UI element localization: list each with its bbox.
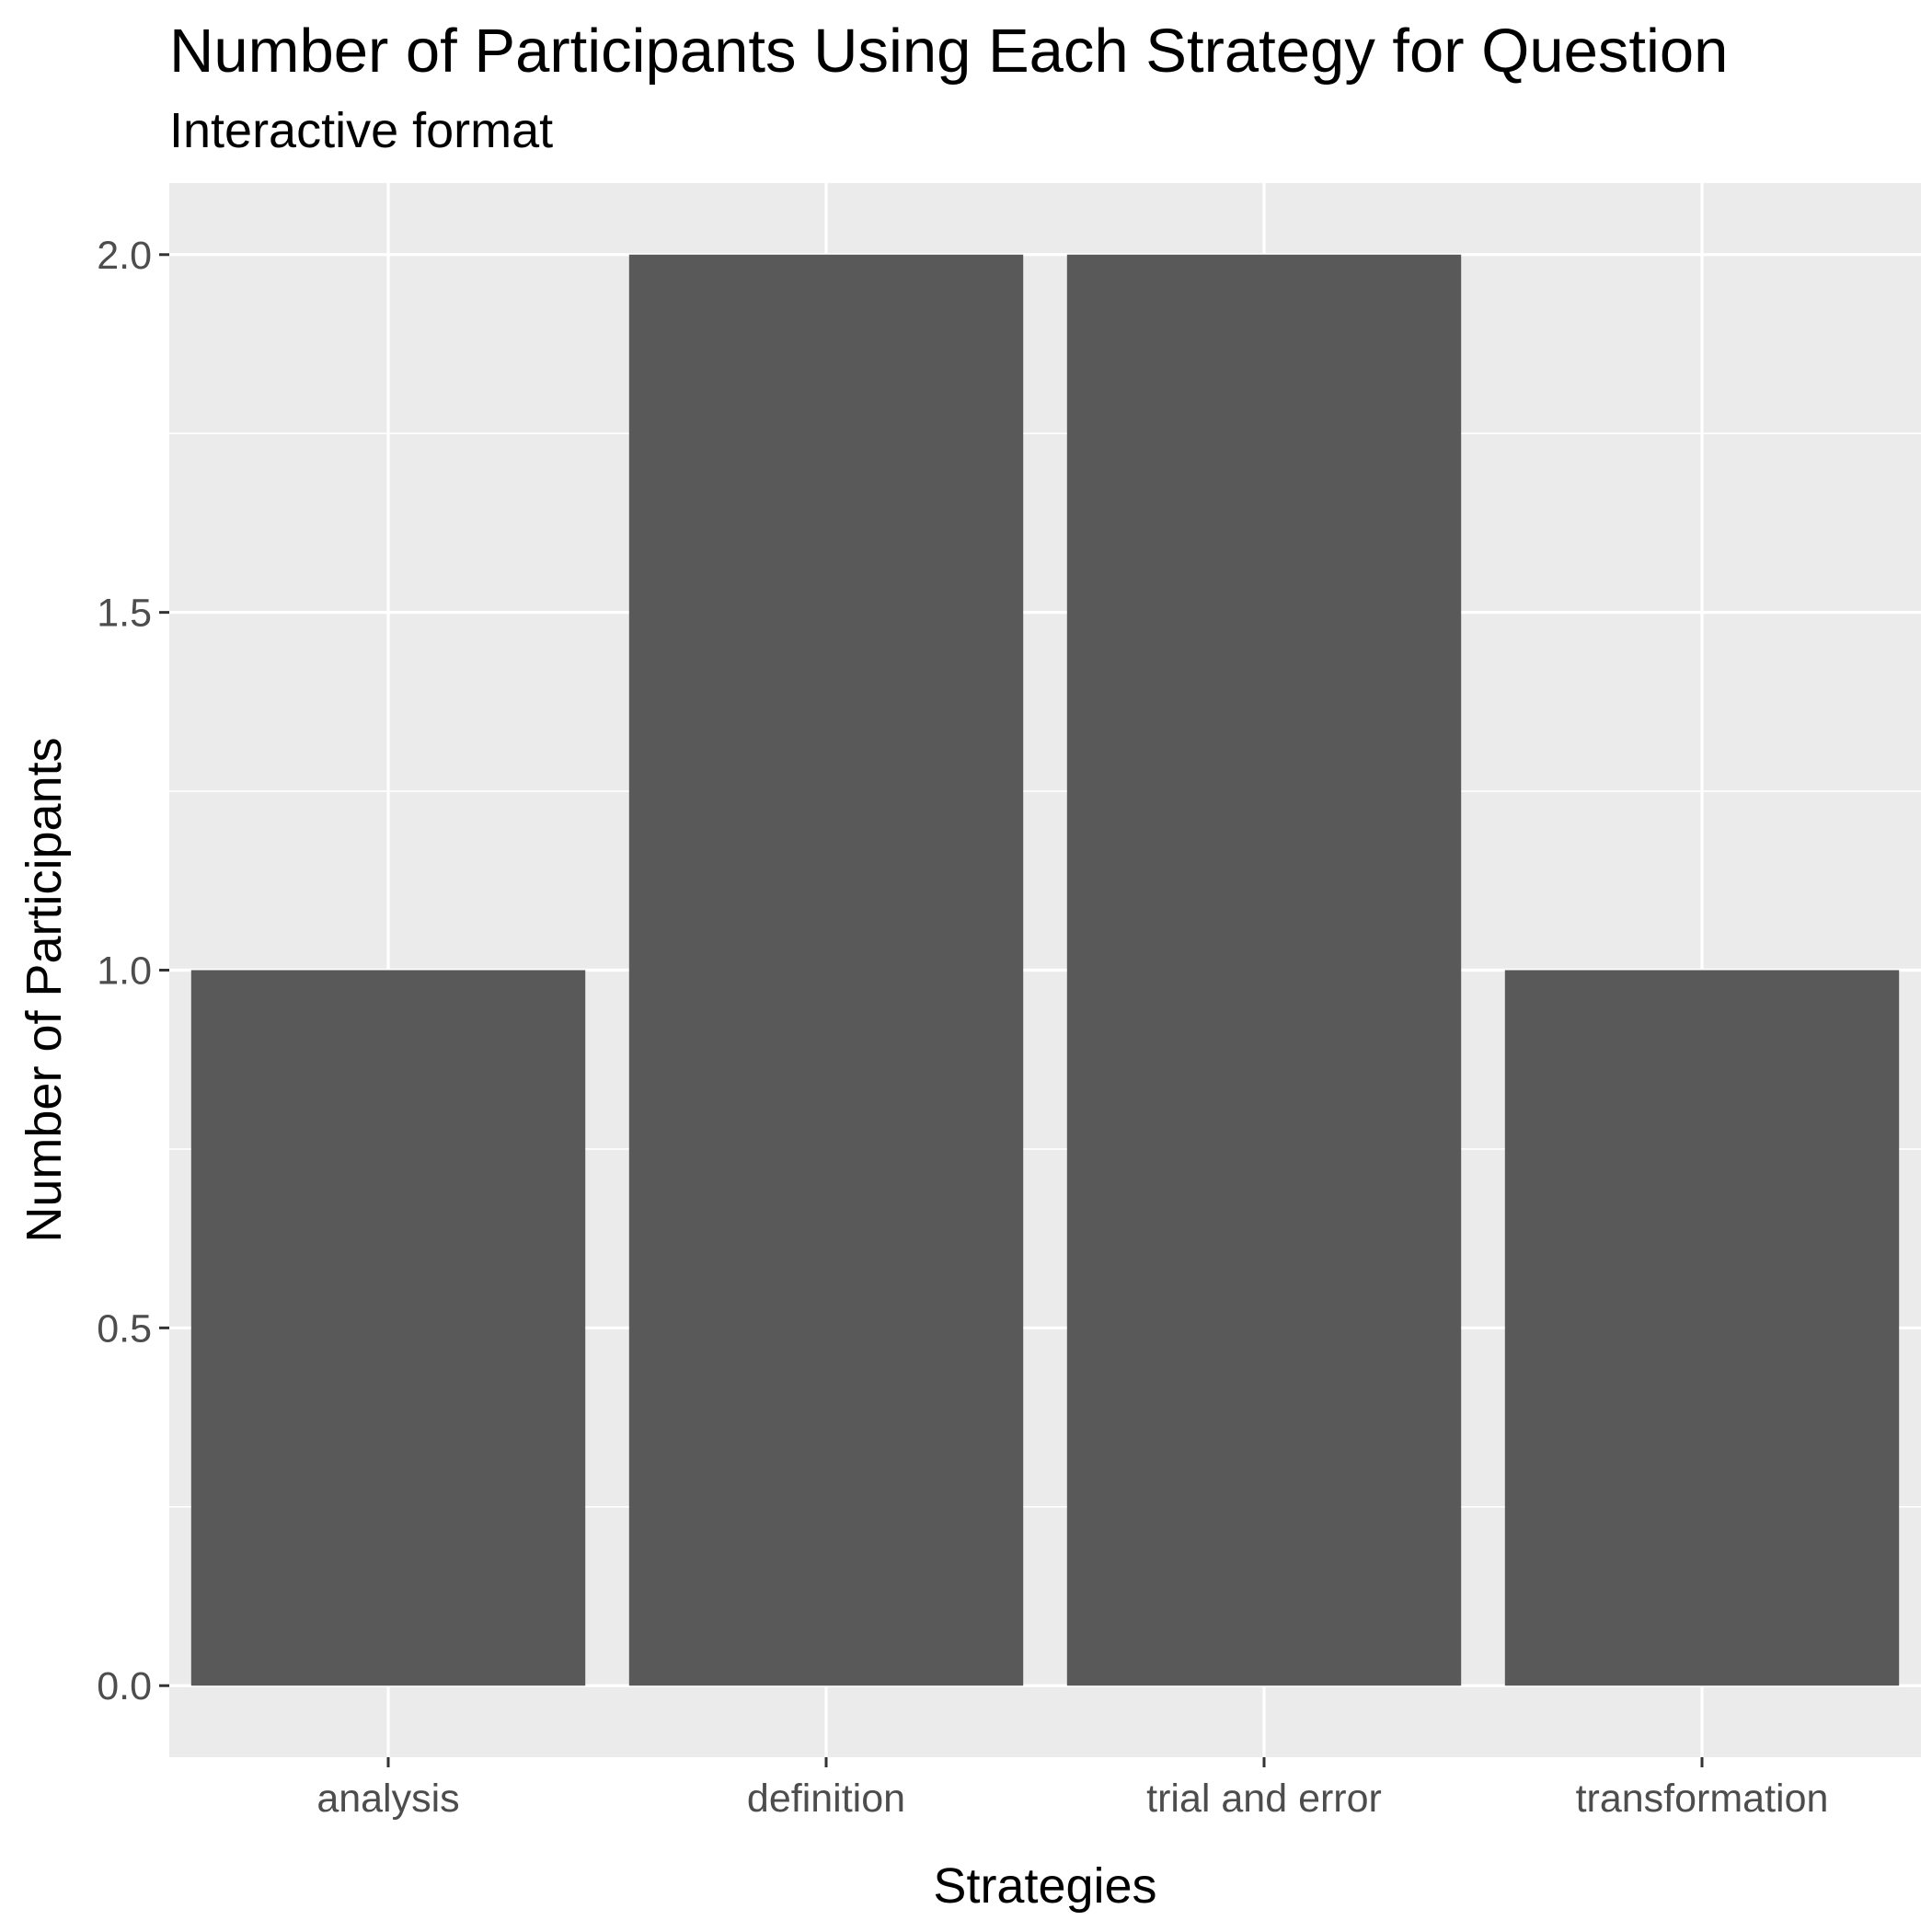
bar-trial-and-error	[1066, 254, 1462, 1686]
bar-definition	[628, 254, 1024, 1686]
y-tick-label: 2.0	[97, 234, 152, 278]
y-axis: 0.0 0.5 1.0 1.5 2.0	[97, 234, 169, 1708]
y-tick-label: 0.0	[97, 1664, 152, 1708]
bar-analysis	[190, 970, 586, 1686]
x-axis-title: Strategies	[933, 1858, 1156, 1914]
x-tick-label: trial and error	[1146, 1777, 1382, 1821]
y-tick-label: 1.5	[97, 592, 152, 636]
chart-title: Number of Participants Using Each Strate…	[169, 17, 1728, 86]
y-tick-label: 0.5	[97, 1306, 152, 1351]
x-tick-label: analysis	[316, 1777, 459, 1821]
bars	[190, 254, 1900, 1686]
chart-subtitle: Interactive format	[169, 103, 553, 158]
y-axis-title: Number of Participants	[17, 737, 72, 1242]
y-tick-label: 1.0	[97, 949, 152, 994]
x-tick-label: definition	[747, 1777, 905, 1821]
x-tick-label: transformation	[1576, 1777, 1829, 1821]
x-axis: analysis definition trial and error transfo…	[316, 1757, 1828, 1821]
bar-transformation	[1504, 970, 1900, 1686]
